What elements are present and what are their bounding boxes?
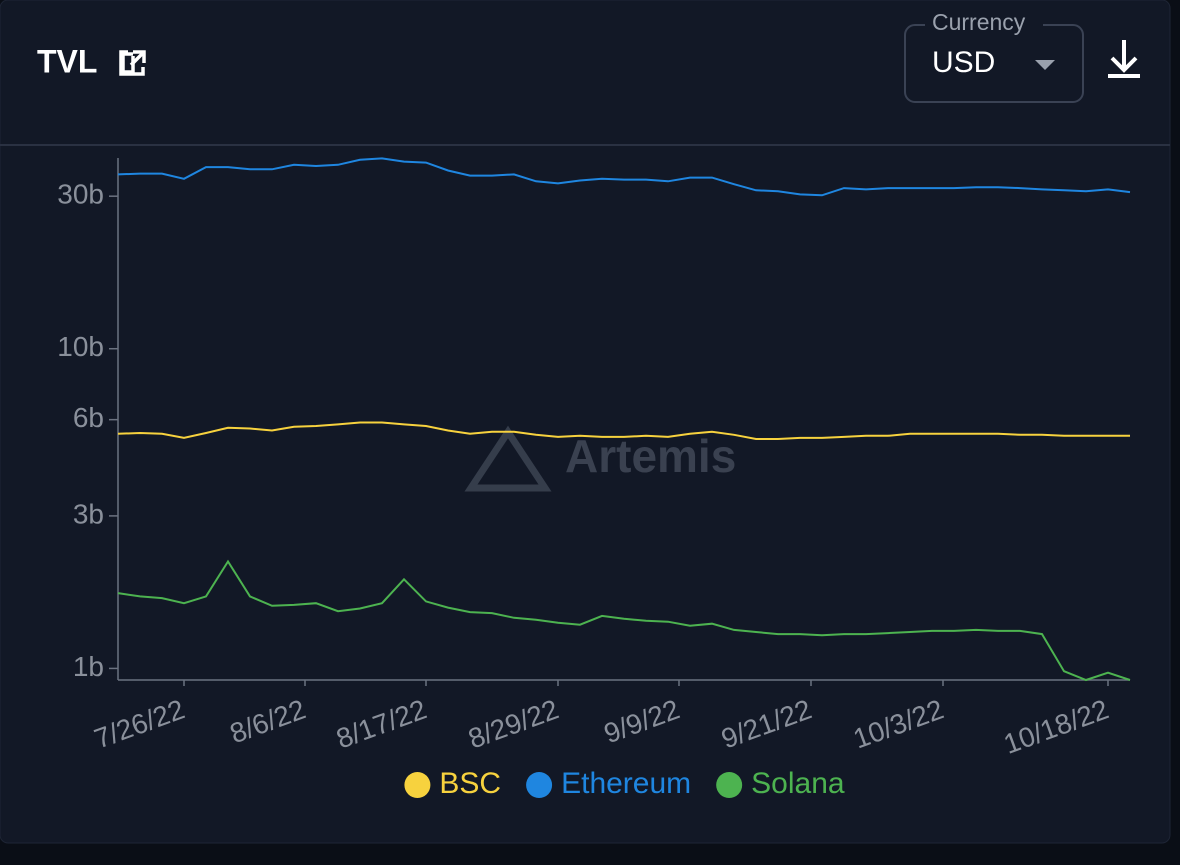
series-line bbox=[117, 157, 1131, 197]
legend: BSC Ethereum Solana bbox=[404, 767, 845, 800]
legend-swatch bbox=[526, 772, 553, 798]
y-tick-label: 3b bbox=[73, 498, 104, 529]
legend-label: BSC bbox=[439, 767, 501, 800]
currency-value: USD bbox=[932, 46, 995, 79]
external-link-icon[interactable] bbox=[119, 50, 146, 76]
y-tick-label: 6b bbox=[73, 402, 104, 433]
legend-label: Solana bbox=[751, 767, 845, 800]
label-gap bbox=[925, 15, 1043, 35]
watermark: Artemis bbox=[565, 430, 736, 482]
title: TVL bbox=[37, 43, 97, 79]
y-tick-label: 1b bbox=[73, 651, 104, 682]
download-icon[interactable] bbox=[1108, 40, 1140, 78]
legend-label: Ethereum bbox=[561, 767, 691, 800]
dropdown-caret[interactable] bbox=[1035, 60, 1055, 70]
y-tick-label: 10b bbox=[57, 331, 104, 362]
currency-label: Currency bbox=[932, 9, 1026, 35]
series-line bbox=[117, 559, 1131, 682]
card bbox=[0, 0, 1171, 844]
y-tick-label: 30b bbox=[57, 179, 104, 210]
legend-swatch bbox=[716, 772, 743, 798]
legend-swatch bbox=[404, 772, 431, 798]
series-line bbox=[117, 421, 1130, 440]
watermark-logo bbox=[464, 425, 552, 492]
